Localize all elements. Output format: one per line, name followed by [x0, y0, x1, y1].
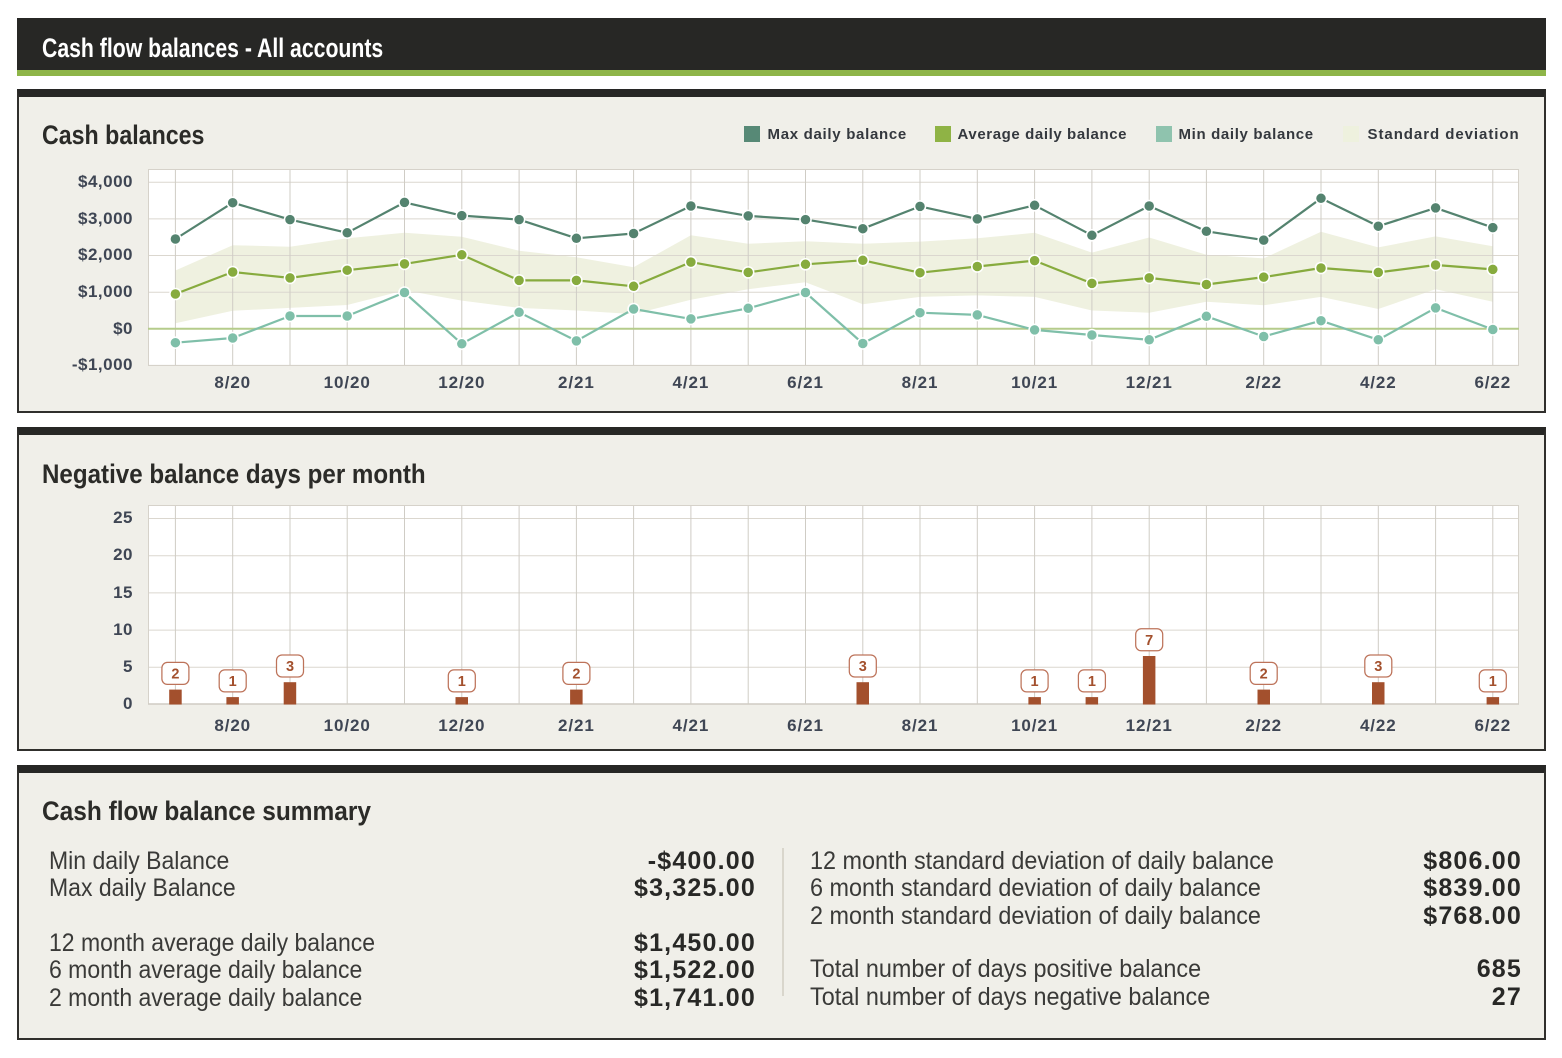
svg-text:1: 1 [1088, 673, 1096, 689]
svg-text:1: 1 [1489, 673, 1497, 689]
svg-text:2: 2 [171, 666, 179, 682]
svg-text:1: 1 [1031, 673, 1039, 689]
svg-text:1: 1 [229, 673, 237, 689]
svg-text:2: 2 [572, 666, 580, 682]
svg-text:7: 7 [1145, 632, 1153, 648]
svg-text:2: 2 [1260, 666, 1268, 682]
svg-text:3: 3 [286, 659, 294, 675]
svg-text:3: 3 [1374, 659, 1382, 675]
svg-text:1: 1 [458, 673, 466, 689]
svg-text:3: 3 [859, 659, 867, 675]
